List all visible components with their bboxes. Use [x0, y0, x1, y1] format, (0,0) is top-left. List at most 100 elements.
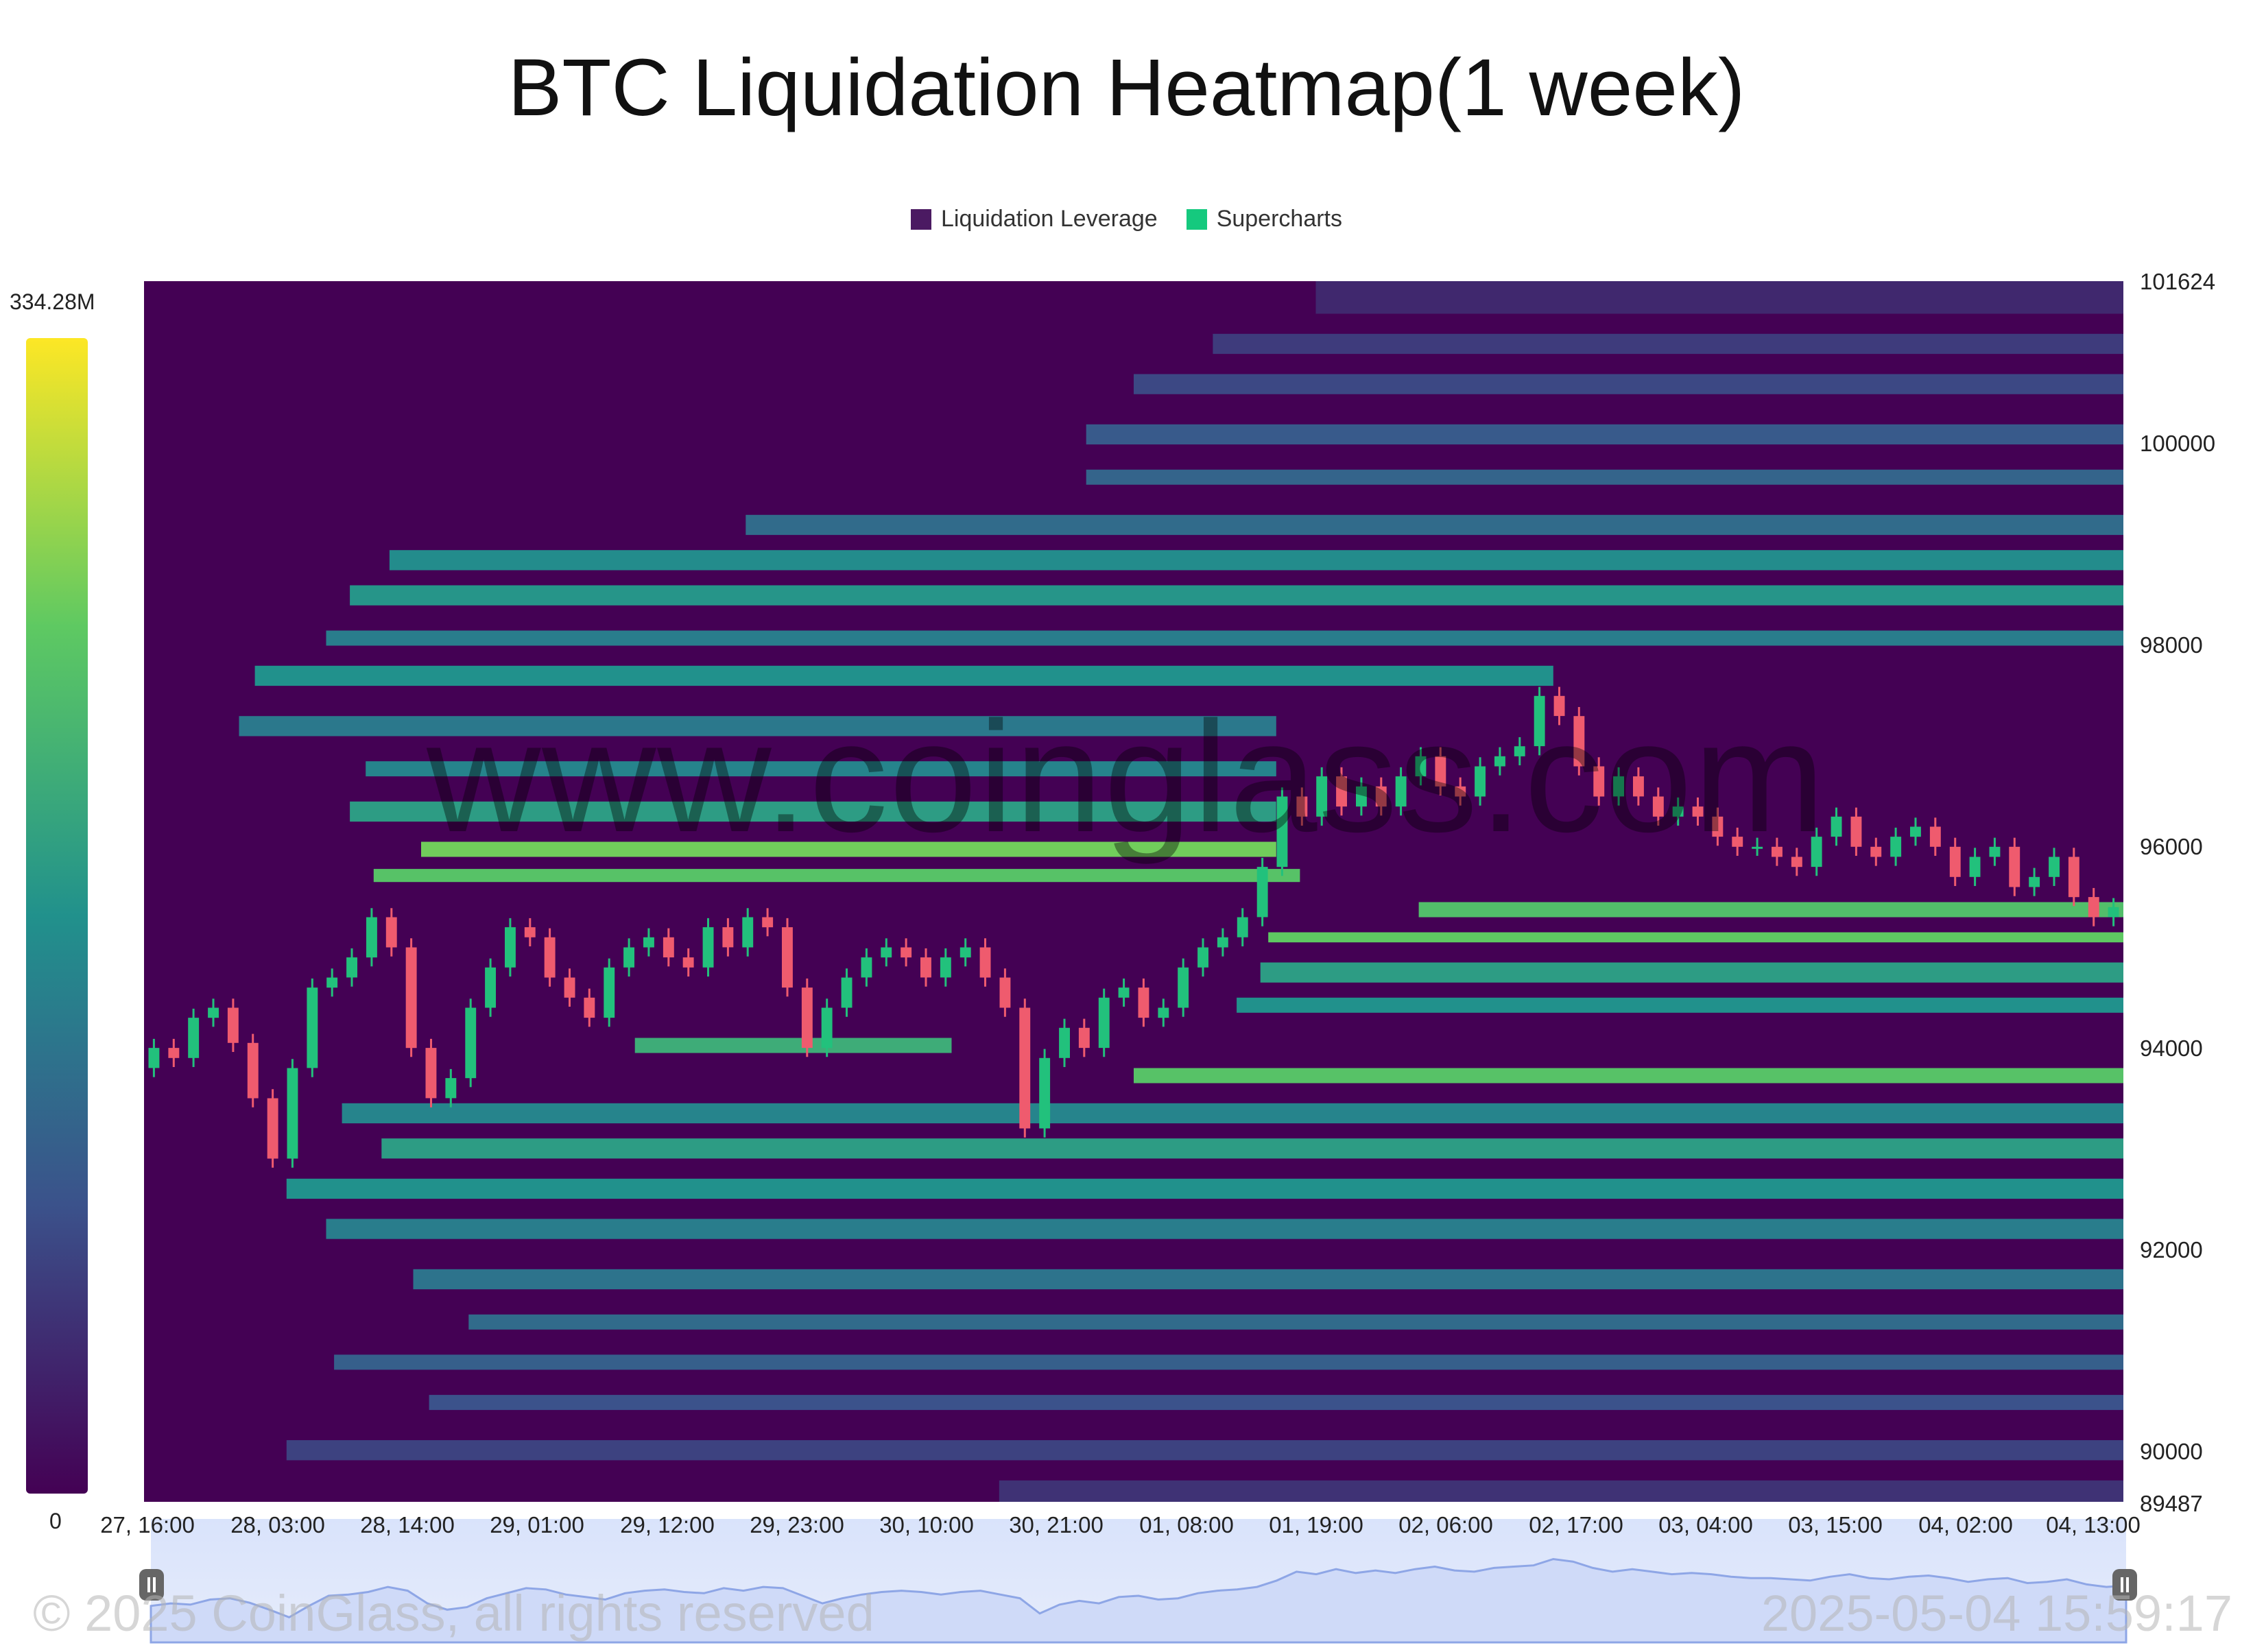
- navigator-handle-right[interactable]: [2112, 1569, 2137, 1601]
- candle: [1534, 695, 1545, 747]
- heatmap-band: [350, 585, 2123, 606]
- heatmap-band: [342, 1103, 2123, 1124]
- candle: [544, 937, 556, 978]
- candle: [1593, 766, 1605, 797]
- y-tick-label: 101624: [2140, 269, 2216, 294]
- legend-label-liquidation-leverage: Liquidation Leverage: [940, 206, 1158, 232]
- candle: [188, 1018, 200, 1058]
- candle: [2108, 907, 2119, 918]
- heatmap-band: [334, 1354, 2123, 1370]
- candle: [465, 1007, 477, 1079]
- candle: [1791, 857, 1802, 867]
- candle: [1296, 796, 1308, 817]
- candle: [1752, 846, 1763, 849]
- x-tick-label: 29, 23:00: [750, 1512, 844, 1537]
- chart-title: BTC Liquidation Heatmap(1 week): [508, 43, 1745, 133]
- candle: [247, 1042, 259, 1099]
- candle: [2009, 846, 2020, 887]
- heatmap-band: [1134, 1068, 2123, 1084]
- heatmap-band: [1237, 997, 2123, 1013]
- candle: [901, 947, 912, 958]
- candle: [1890, 837, 1902, 857]
- x-tick-label: 27, 16:00: [100, 1512, 195, 1537]
- candle: [287, 1068, 298, 1159]
- heatmap-band: [286, 1178, 2123, 1199]
- candle: [1158, 1007, 1169, 1018]
- heatmap-band: [239, 716, 1276, 737]
- candle: [1237, 917, 1248, 937]
- heatmap-band: [286, 1440, 2123, 1461]
- x-tick-label: 30, 10:00: [879, 1512, 974, 1537]
- navigator-handle-left[interactable]: [139, 1569, 164, 1601]
- candle: [148, 1048, 160, 1068]
- x-tick-label: 03, 15:00: [1788, 1512, 1883, 1537]
- candle: [584, 997, 595, 1018]
- candle: [1969, 857, 1981, 877]
- colorbar-min-label: 0: [49, 1509, 62, 1533]
- heatmap-band: [746, 514, 2123, 536]
- x-tick-label: 01, 08:00: [1139, 1512, 1234, 1537]
- candle: [485, 967, 496, 1008]
- x-tick-label: 28, 03:00: [230, 1512, 325, 1537]
- heatmap-band: [1086, 469, 2123, 485]
- candle: [940, 957, 951, 978]
- candle: [1256, 867, 1268, 918]
- candle: [604, 967, 615, 1018]
- candle: [564, 977, 575, 998]
- candle: [702, 927, 714, 968]
- y-tick-label: 90000: [2140, 1439, 2203, 1464]
- candle: [1455, 786, 1466, 797]
- candle: [1316, 776, 1328, 817]
- heatmap-band: [634, 1038, 952, 1053]
- y-tick-label: 89487: [2140, 1491, 2203, 1516]
- candle: [821, 1007, 833, 1049]
- heatmap-band: [999, 1480, 2123, 1502]
- candle: [841, 977, 853, 1008]
- candle: [1910, 826, 1921, 837]
- x-tick-label: 29, 01:00: [490, 1512, 584, 1537]
- candle: [959, 947, 971, 958]
- legend-item-supercharts[interactable]: Supercharts: [1186, 206, 1342, 232]
- candle: [2068, 857, 2079, 898]
- candle: [1929, 826, 1941, 847]
- candle: [1336, 776, 1347, 807]
- heatmap-band: [429, 1395, 2123, 1411]
- candle: [1178, 967, 1189, 1008]
- candle: [1850, 816, 1862, 847]
- candle: [1475, 766, 1486, 797]
- x-tick-label: 01, 19:00: [1269, 1512, 1363, 1537]
- heatmap-band: [373, 869, 1300, 883]
- heatmap-band: [1134, 374, 2123, 394]
- candle: [1989, 846, 2001, 857]
- candle: [1494, 756, 1505, 767]
- candle: [1831, 816, 1842, 837]
- x-tick-label: 04, 13:00: [2046, 1512, 2141, 1537]
- candle: [762, 917, 774, 928]
- legend-swatch-liquidation-leverage: [910, 208, 931, 230]
- candle: [1118, 987, 1130, 998]
- heatmap-band: [254, 665, 1553, 686]
- navigator-price-line: [150, 1557, 2127, 1644]
- candle: [1573, 716, 1585, 767]
- legend-item-liquidation-leverage[interactable]: Liquidation Leverage: [910, 206, 1158, 232]
- candle: [346, 957, 357, 978]
- candle: [1415, 756, 1427, 777]
- candle: [1732, 837, 1743, 847]
- legend-swatch-supercharts: [1186, 208, 1207, 230]
- candle: [1059, 1027, 1070, 1058]
- heatmap-band: [1268, 932, 2123, 943]
- y-tick-label: 100000: [2140, 431, 2216, 456]
- heatmap-band: [326, 1219, 2123, 1239]
- candle: [663, 937, 674, 958]
- candle: [1276, 796, 1288, 867]
- candle: [326, 977, 338, 988]
- candle: [1692, 806, 1704, 817]
- candle: [1514, 746, 1525, 756]
- candle: [2029, 876, 2040, 887]
- x-tick-label: 29, 12:00: [620, 1512, 715, 1537]
- candle: [722, 927, 734, 948]
- candle: [1652, 796, 1664, 817]
- heatmap-band: [1260, 962, 2123, 983]
- candle: [1811, 837, 1822, 867]
